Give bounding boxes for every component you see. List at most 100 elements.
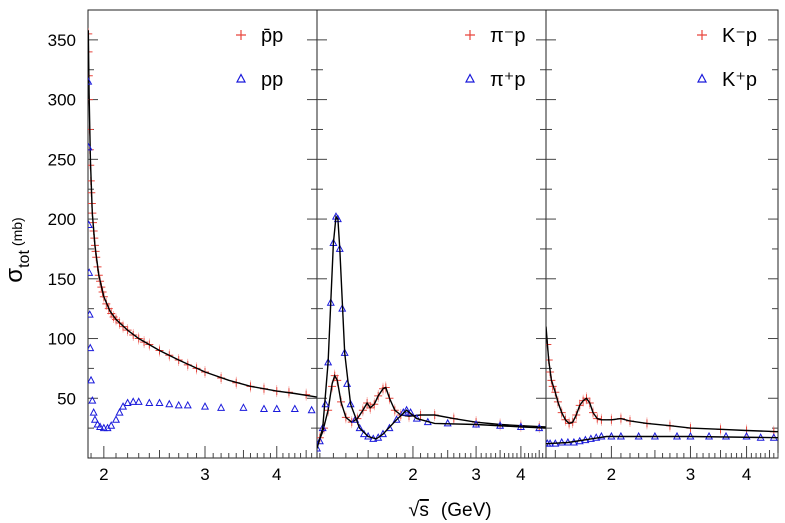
panel-plot-area <box>88 27 317 432</box>
panel-frame <box>545 9 779 459</box>
x-tick-label: 4 <box>742 465 751 484</box>
legend-label: K⁺p <box>722 69 757 91</box>
data-point-triangle <box>134 397 143 405</box>
data-point-triangle <box>88 396 97 404</box>
data-point-triangle <box>290 404 299 413</box>
data-point-triangle <box>307 405 316 414</box>
data-point-triangle <box>129 397 138 405</box>
fit-line <box>88 30 317 398</box>
data-point-triangle <box>88 375 96 384</box>
y-tick-label: 350 <box>48 31 76 50</box>
data-point-triangle <box>557 437 566 446</box>
data-point-triangle <box>200 402 210 410</box>
panel-plot-area <box>317 212 546 452</box>
data-point-triangle <box>364 431 373 440</box>
data-point-triangle <box>174 400 183 409</box>
x-tick-label: 2 <box>408 465 417 484</box>
series-pp-1 <box>88 77 316 432</box>
data-point-triangle <box>96 422 105 430</box>
legend-label: π⁺p <box>490 69 525 91</box>
data-point-triangle <box>321 399 330 408</box>
data-point-triangle <box>89 408 98 416</box>
data-point-triangle <box>392 415 401 423</box>
data-point-triangle <box>183 400 192 409</box>
data-point-triangle <box>90 415 99 423</box>
data-point-triangle <box>88 310 94 318</box>
fit-line <box>317 373 546 447</box>
data-point-triangle <box>217 403 226 411</box>
data-point-triangle <box>107 421 116 429</box>
y-axis-title: σtot(mb) <box>1 217 33 282</box>
x-tick-label: 4 <box>516 465 525 484</box>
series-kp-0 <box>546 338 778 438</box>
panels: 2 3 4 p̄p pp 2 3 4 π⁻p π⁺p 2 3 4 K⁻p K⁺p <box>87 9 779 484</box>
legend-marker-triangle <box>465 73 475 83</box>
legend-pp: p̄p pp <box>236 25 283 91</box>
fit-line <box>317 214 546 449</box>
data-point-triangle <box>355 423 364 432</box>
legend-label: K⁻p <box>722 25 757 47</box>
data-point-triangle <box>123 398 132 407</box>
data-point-triangle <box>443 418 452 427</box>
x-tick-label: 2 <box>99 465 108 484</box>
y-tick-label: 150 <box>48 270 76 289</box>
data-point-triangle <box>259 404 269 413</box>
legend-marker-plus <box>236 30 246 40</box>
data-point-triangle <box>111 415 121 423</box>
data-point-triangle <box>119 402 128 410</box>
panel-kp: 2 3 4 K⁻p K⁺p <box>545 9 779 484</box>
data-point-triangle <box>103 423 112 432</box>
data-point-triangle <box>317 436 324 445</box>
legend-marker-plus <box>697 30 707 40</box>
data-point-triangle <box>742 431 751 440</box>
y-tick-label: 50 <box>57 389 76 408</box>
data-point-triangle <box>402 405 411 414</box>
legend-marker-plus <box>465 30 475 40</box>
data-point-triangle <box>721 431 731 440</box>
data-point-triangle <box>317 443 322 452</box>
data-point-triangle <box>385 423 394 432</box>
x-axis-title: √s (GeV) <box>408 499 491 521</box>
y-axis: 50 100 150 200 250 300 350 <box>48 31 76 408</box>
data-point-triangle <box>88 220 93 229</box>
y-tick-label: 250 <box>48 150 76 169</box>
data-point-triangle <box>239 403 248 411</box>
panel-plot-area <box>546 326 778 447</box>
data-point-triangle <box>272 404 281 413</box>
y-tick-label: 300 <box>48 91 76 110</box>
x-tick-label: 4 <box>272 465 281 484</box>
legend-kp: K⁻p K⁺p <box>697 25 757 91</box>
data-point-triangle <box>93 419 102 428</box>
panel-pip: 2 3 4 π⁻p π⁺p <box>316 9 547 484</box>
data-point-triangle <box>145 398 154 407</box>
data-point-triangle <box>597 431 606 440</box>
y-tick-label: 100 <box>48 330 76 349</box>
series-kp-1 <box>546 431 778 447</box>
data-point-triangle <box>88 142 93 151</box>
data-point-triangle <box>378 429 388 438</box>
data-point-triangle <box>88 77 93 85</box>
data-point-triangle <box>88 343 95 352</box>
legend-marker-triangle <box>236 73 246 83</box>
fit-line <box>546 435 778 445</box>
x-tick-label: 2 <box>607 465 616 484</box>
legend-label: p̄p <box>261 25 283 47</box>
x-tick-label: 3 <box>686 465 695 484</box>
fit-line <box>546 326 778 433</box>
y-tick-label: 200 <box>48 210 76 229</box>
panel-pp: 2 3 4 p̄p pp <box>87 9 318 484</box>
data-point-triangle <box>165 399 174 408</box>
legend-marker-triangle <box>697 73 707 83</box>
legend-label: pp <box>261 69 283 91</box>
data-point-triangle <box>705 431 714 440</box>
x-tick-label: 3 <box>200 465 209 484</box>
legend-label: π⁻p <box>490 25 525 47</box>
data-point-triangle <box>155 398 164 407</box>
x-tick-label: 3 <box>471 465 480 484</box>
data-point-triangle <box>115 408 124 416</box>
legend-pip: π⁻p π⁺p <box>465 25 525 91</box>
data-point-triangle <box>346 399 355 408</box>
data-point-triangle <box>343 379 352 387</box>
data-point-triangle <box>88 268 94 276</box>
